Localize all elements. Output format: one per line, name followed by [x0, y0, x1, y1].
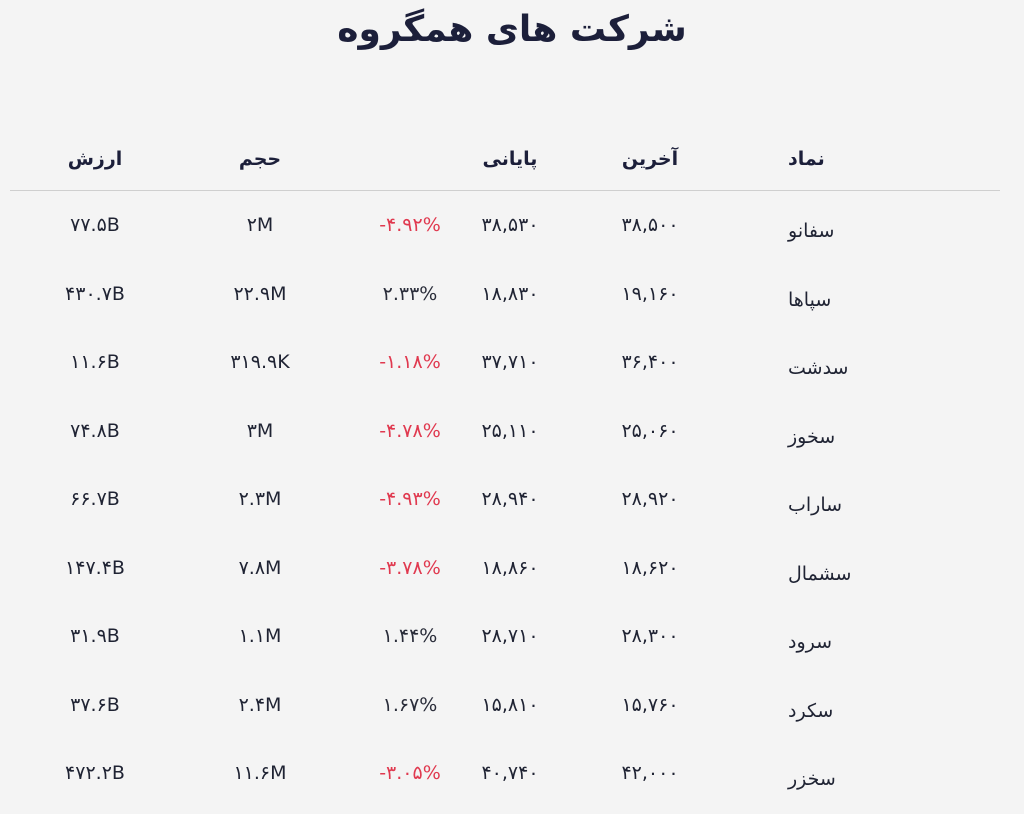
symbol-cell[interactable]: ساراب	[788, 494, 843, 517]
last-price-cell: ۴۲,۰۰۰	[621, 762, 679, 785]
volume-cell: ۲.۳M	[238, 488, 282, 511]
volume-cell: ۲۲.۹M	[233, 282, 287, 305]
symbol-cell[interactable]: سپاها	[788, 288, 832, 311]
close-price-cell: ۲۸,۹۴۰	[481, 488, 539, 511]
header-last-price[interactable]: آخرین	[621, 148, 679, 170]
close-price-cell: ۱۸,۸۳۰	[481, 282, 539, 305]
symbol-cell[interactable]: سخزر	[788, 768, 836, 791]
change-percent-cell: ۲.۳۳%	[382, 282, 438, 305]
table-row[interactable]: سفانو ۳۸,۵۰۰ ۳۸,۵۳۰ -۴.۹۲% ۲M ۷۷.۵B	[10, 191, 1000, 260]
volume-cell: ۲.۴M	[238, 693, 282, 716]
header-value[interactable]: ارزش	[67, 148, 123, 170]
change-percent-cell: -۴.۹۲%	[379, 214, 441, 237]
table-row[interactable]: سرود ۲۸,۳۰۰ ۲۸,۷۱۰ ۱.۴۴% ۱.۱M ۳۱.۹B	[10, 602, 1000, 671]
value-cell: ۳۷.۶B	[70, 693, 120, 716]
change-percent-cell: ۱.۶۷%	[382, 693, 438, 716]
volume-cell: ۱۱.۶M	[233, 762, 287, 785]
last-price-cell: ۲۸,۳۰۰	[621, 625, 679, 648]
symbol-cell[interactable]: سفانو	[788, 220, 835, 243]
last-price-cell: ۳۸,۵۰۰	[621, 214, 679, 237]
close-price-cell: ۲۸,۷۱۰	[481, 625, 539, 648]
close-price-cell: ۱۵,۸۱۰	[481, 693, 539, 716]
table-row[interactable]: سپاها ۱۹,۱۶۰ ۱۸,۸۳۰ ۲.۳۳% ۲۲.۹M ۴۳۰.۷B	[10, 260, 1000, 329]
last-price-cell: ۳۶,۴۰۰	[621, 351, 679, 374]
change-percent-cell: -۳.۷۸%	[379, 556, 441, 579]
table-row[interactable]: سشمال ۱۸,۶۲۰ ۱۸,۸۶۰ -۳.۷۸% ۷.۸M ۱۴۷.۴B	[10, 534, 1000, 603]
last-price-cell: ۱۸,۶۲۰	[621, 556, 679, 579]
last-price-cell: ۱۹,۱۶۰	[621, 282, 679, 305]
table-row[interactable]: سخوز ۲۵,۰۶۰ ۲۵,۱۱۰ -۴.۷۸% ۳M ۷۴.۸B	[10, 397, 1000, 466]
table-body: سفانو ۳۸,۵۰۰ ۳۸,۵۳۰ -۴.۹۲% ۲M ۷۷.۵B سپاها ۱۹,۱۶…	[10, 191, 1000, 808]
change-percent-cell: ۱.۴۴%	[382, 625, 438, 648]
close-price-cell: ۲۵,۱۱۰	[481, 419, 539, 442]
related-companies-table: نماد آخرین پایانی حجم ارزش سفانو ۳۸,۵۰۰ ۳۸…	[10, 128, 1000, 808]
volume-cell: ۱.۱M	[238, 625, 282, 648]
header-change	[340, 128, 480, 190]
close-price-cell: ۳۸,۵۳۰	[481, 214, 539, 237]
change-percent-cell: -۴.۹۳%	[379, 488, 441, 511]
change-percent-cell: -۳.۰۵%	[379, 762, 441, 785]
header-symbol[interactable]: نماد	[788, 148, 825, 170]
change-percent-cell: -۴.۷۸%	[379, 419, 441, 442]
volume-cell: ۳M	[246, 419, 274, 442]
value-cell: ۶۶.۷B	[70, 488, 120, 511]
header-close-price[interactable]: پایانی	[482, 148, 538, 170]
value-cell: ۱۴۷.۴B	[65, 556, 125, 579]
symbol-cell[interactable]: سکرد	[788, 699, 834, 722]
value-cell: ۷۴.۸B	[70, 419, 120, 442]
symbol-cell[interactable]: سخوز	[788, 425, 836, 448]
value-cell: ۳۱.۹B	[70, 625, 120, 648]
close-price-cell: ۳۷,۷۱۰	[481, 351, 539, 374]
close-price-cell: ۱۸,۸۶۰	[481, 556, 539, 579]
value-cell: ۱۱.۶B	[70, 351, 120, 374]
symbol-cell[interactable]: سشمال	[788, 562, 852, 585]
table-row[interactable]: سدشت ۳۶,۴۰۰ ۳۷,۷۱۰ -۱.۱۸% ۳۱۹.۹K ۱۱.۶B	[10, 328, 1000, 397]
value-cell: ۴۳۰.۷B	[65, 282, 125, 305]
volume-cell: ۷.۸M	[238, 556, 282, 579]
change-percent-cell: -۱.۱۸%	[379, 351, 441, 374]
last-price-cell: ۲۵,۰۶۰	[621, 419, 679, 442]
table-row[interactable]: سخزر ۴۲,۰۰۰ ۴۰,۷۴۰ -۳.۰۵% ۱۱.۶M ۴۷۲.۲B	[10, 739, 1000, 808]
symbol-cell[interactable]: سدشت	[788, 357, 849, 380]
last-price-cell: ۱۵,۷۶۰	[621, 693, 679, 716]
table-row[interactable]: سکرد ۱۵,۷۶۰ ۱۵,۸۱۰ ۱.۶۷% ۲.۴M ۳۷.۶B	[10, 671, 1000, 740]
page-title: شرکت های همگروه	[337, 9, 687, 50]
table-header: نماد آخرین پایانی حجم ارزش	[10, 128, 1000, 191]
last-price-cell: ۲۸,۹۲۰	[621, 488, 679, 511]
close-price-cell: ۴۰,۷۴۰	[481, 762, 539, 785]
value-cell: ۴۷۲.۲B	[65, 762, 125, 785]
symbol-cell[interactable]: سرود	[788, 631, 833, 654]
volume-cell: ۲M	[246, 214, 274, 237]
table-row[interactable]: ساراب ۲۸,۹۲۰ ۲۸,۹۴۰ -۴.۹۳% ۲.۳M ۶۶.۷B	[10, 465, 1000, 534]
value-cell: ۷۷.۵B	[70, 214, 120, 237]
volume-cell: ۳۱۹.۹K	[230, 351, 290, 374]
header-volume[interactable]: حجم	[238, 148, 282, 170]
